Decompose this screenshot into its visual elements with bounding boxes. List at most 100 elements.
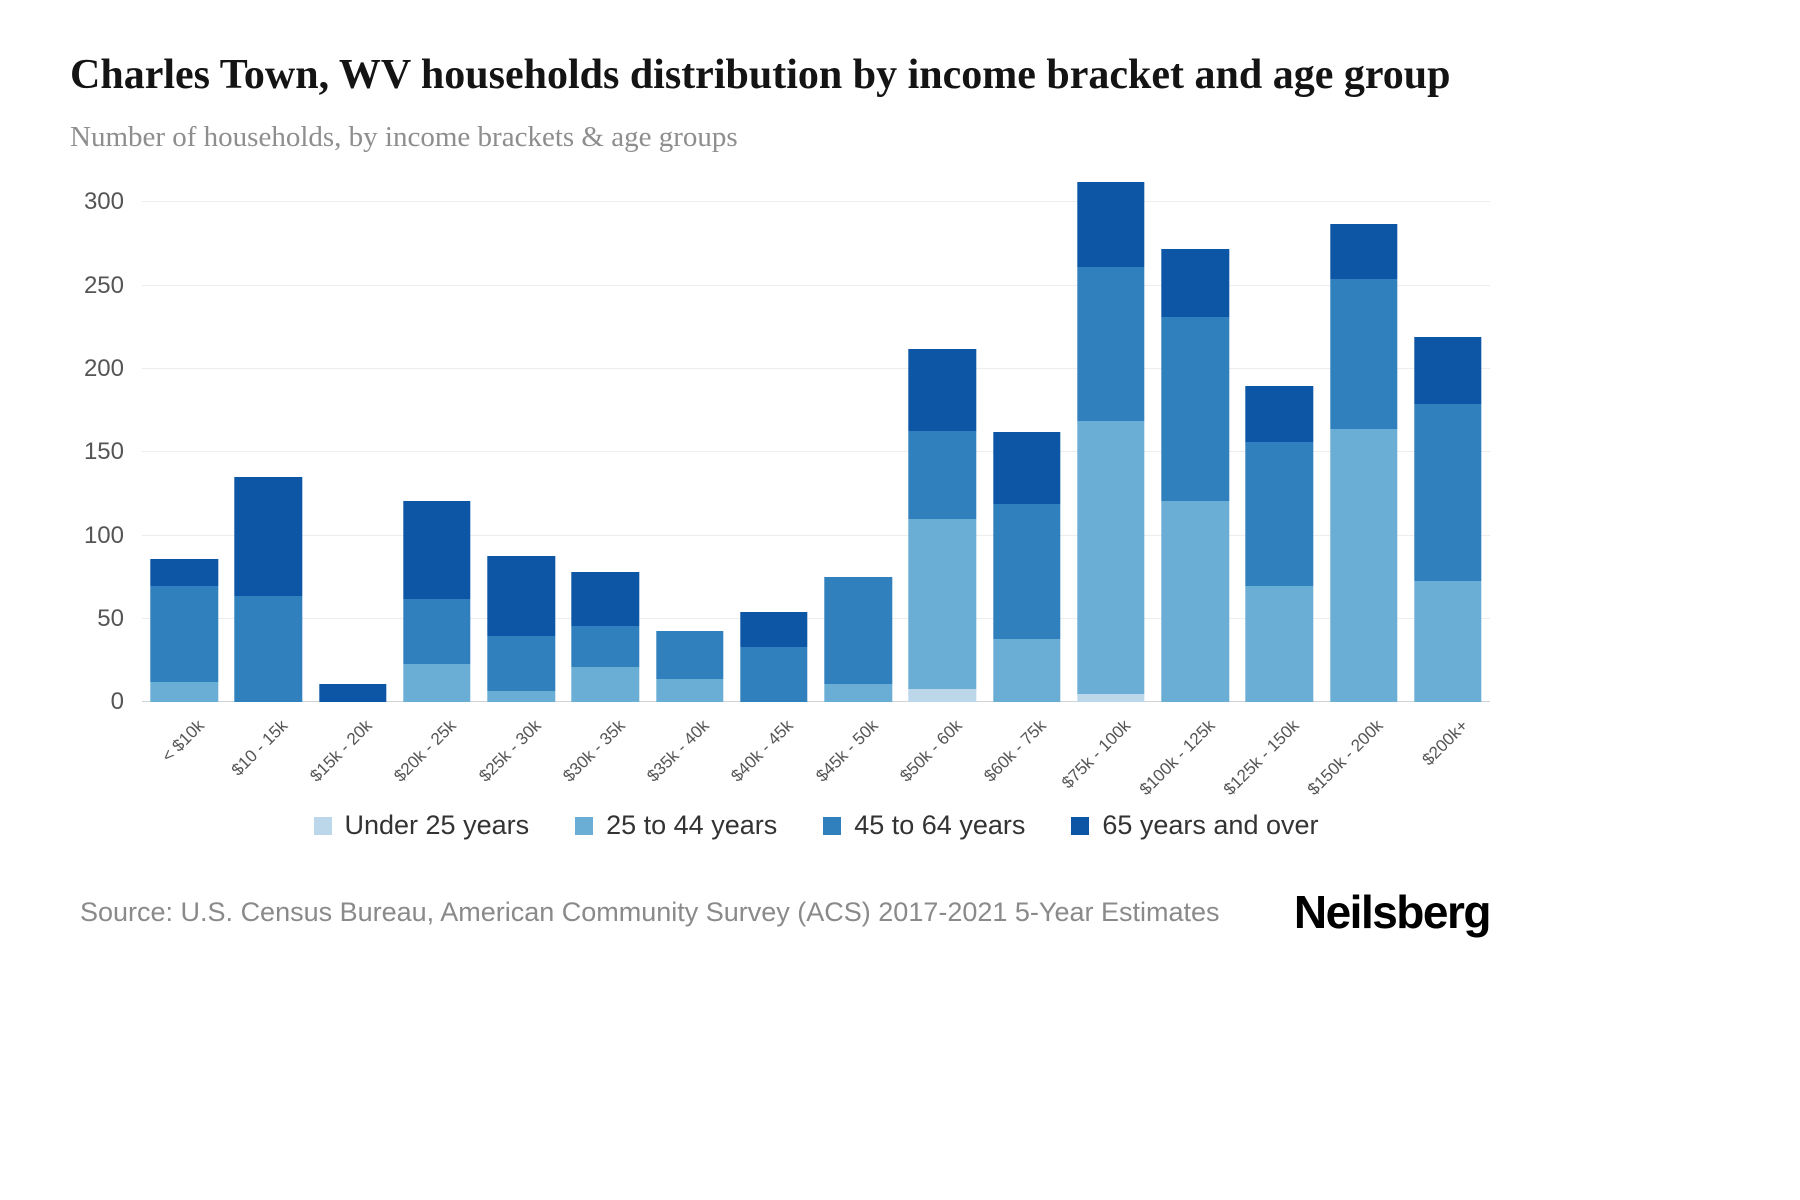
legend-swatch xyxy=(1071,816,1090,835)
bar-stack xyxy=(740,612,808,703)
bar-segment xyxy=(1077,182,1145,268)
gridline xyxy=(142,701,1490,703)
bar-segment xyxy=(992,504,1061,640)
bar-segment xyxy=(487,555,555,636)
bar-segment xyxy=(992,432,1061,505)
bar-stack xyxy=(150,559,218,703)
y-axis-tick-label: 100 xyxy=(83,521,124,549)
bar-segment xyxy=(1414,337,1482,405)
bar-segment xyxy=(824,577,892,685)
bar-slot: $125k - 150k xyxy=(1220,202,1321,799)
bar-segment xyxy=(992,639,1061,703)
bar-segment xyxy=(1329,279,1398,430)
bar-segment xyxy=(908,689,977,703)
bar-segment xyxy=(1329,429,1398,703)
y-axis-tick-label: 300 xyxy=(83,188,124,216)
bar-stack xyxy=(1245,385,1314,703)
bar-segment xyxy=(571,625,640,668)
legend-label: Under 25 years xyxy=(344,810,530,841)
bar-stack xyxy=(1077,182,1145,703)
bar-slot: $40k - 45k xyxy=(728,202,816,786)
legend-label: 65 years and over xyxy=(1102,810,1319,841)
bar-segment xyxy=(1245,585,1314,703)
page-title: Charles Town, WV households distribution… xyxy=(70,52,1451,98)
bar-slot: $100k - 125k xyxy=(1136,202,1237,799)
bar-stack xyxy=(908,349,977,703)
bar-segment xyxy=(1414,404,1482,581)
bar-stack xyxy=(571,572,640,703)
gridline xyxy=(142,534,1490,536)
gridline xyxy=(142,368,1490,370)
bar-segment xyxy=(908,519,977,690)
bar-segment xyxy=(403,599,471,665)
gridline xyxy=(142,201,1490,203)
gridline xyxy=(142,284,1490,286)
bar-segment xyxy=(655,679,724,703)
y-axis-tick-label: 0 xyxy=(110,688,124,716)
bar-slot: $10 - 15k xyxy=(226,202,310,780)
legend-item: 25 to 44 years xyxy=(575,810,777,841)
bar-segment xyxy=(1161,317,1229,501)
bar-segment xyxy=(150,682,218,703)
bar-stack xyxy=(403,500,471,703)
bar-segment xyxy=(150,559,218,586)
bar-slot: $15k - 20k xyxy=(306,202,395,786)
bar-segment xyxy=(487,690,555,703)
bar-segment xyxy=(908,349,977,431)
bar-slot: $60k - 75k xyxy=(980,202,1069,786)
bar-stack xyxy=(824,577,892,703)
page-subtitle: Number of households, by income brackets… xyxy=(70,121,738,154)
bar-segment xyxy=(150,585,218,683)
bar-segment xyxy=(655,630,724,680)
bar-slot: $50k - 60k xyxy=(896,202,984,786)
bar-segment xyxy=(571,667,640,703)
bar-stack xyxy=(318,684,387,703)
y-axis-tick-label: 150 xyxy=(83,438,124,466)
bar-segment xyxy=(571,572,640,626)
bar-segment xyxy=(1245,442,1314,586)
bar-slot: $200k+ xyxy=(1406,202,1490,770)
bar-slot: $30k - 35k xyxy=(559,202,647,786)
page: Charles Town, WV households distribution… xyxy=(70,52,1492,939)
bar-slot: $35k - 40k xyxy=(643,202,732,786)
gridline xyxy=(142,451,1490,453)
bar-segment xyxy=(1077,694,1145,703)
bar-slot: $150k - 200k xyxy=(1304,202,1406,799)
bar-segment xyxy=(234,595,303,703)
bar-stack xyxy=(655,630,724,703)
bar-slot: $25k - 30k xyxy=(475,202,563,786)
bar-stack xyxy=(234,477,303,703)
legend-item: 65 years and over xyxy=(1071,810,1319,841)
bar-stack xyxy=(1414,337,1482,703)
bar-segment xyxy=(908,430,977,520)
y-axis-tick-label: 50 xyxy=(97,605,124,633)
bar-segment xyxy=(1161,500,1229,703)
bar-stack xyxy=(1161,249,1229,703)
bar-segment xyxy=(1161,249,1229,318)
bar-stack xyxy=(992,432,1061,703)
y-axis-tick-label: 200 xyxy=(83,355,124,383)
legend: Under 25 years 25 to 44 years 45 to 64 yea… xyxy=(142,810,1490,841)
bars-row: < $10k $10 - 15k $15k - 20k $20k - 25k $25k … xyxy=(142,182,1490,799)
brand-logo: Neilsberg xyxy=(1293,886,1492,939)
legend-label: 25 to 44 years xyxy=(606,810,778,841)
source-text: Source: U.S. Census Bureau, American Com… xyxy=(80,896,1220,927)
bar-stack xyxy=(1329,224,1398,703)
bar-segment xyxy=(487,635,555,691)
legend-label: 45 to 64 years xyxy=(854,810,1026,841)
legend-item: 45 to 64 years xyxy=(823,810,1025,841)
bar-segment xyxy=(740,612,808,648)
bar-segment xyxy=(1077,420,1145,695)
bar-slot: < $10k xyxy=(142,202,226,766)
bar-slot: $75k - 100k xyxy=(1058,182,1153,793)
legend-item: Under 25 years xyxy=(313,810,530,841)
bar-segment xyxy=(1077,267,1145,421)
bar-segment xyxy=(1329,224,1398,280)
bar-segment xyxy=(1245,385,1314,443)
bar-segment xyxy=(740,647,808,703)
legend-swatch xyxy=(313,816,332,835)
bar-segment xyxy=(824,684,892,703)
bar-segment xyxy=(318,684,387,703)
gridline xyxy=(142,618,1490,620)
bar-segment xyxy=(1414,580,1482,703)
